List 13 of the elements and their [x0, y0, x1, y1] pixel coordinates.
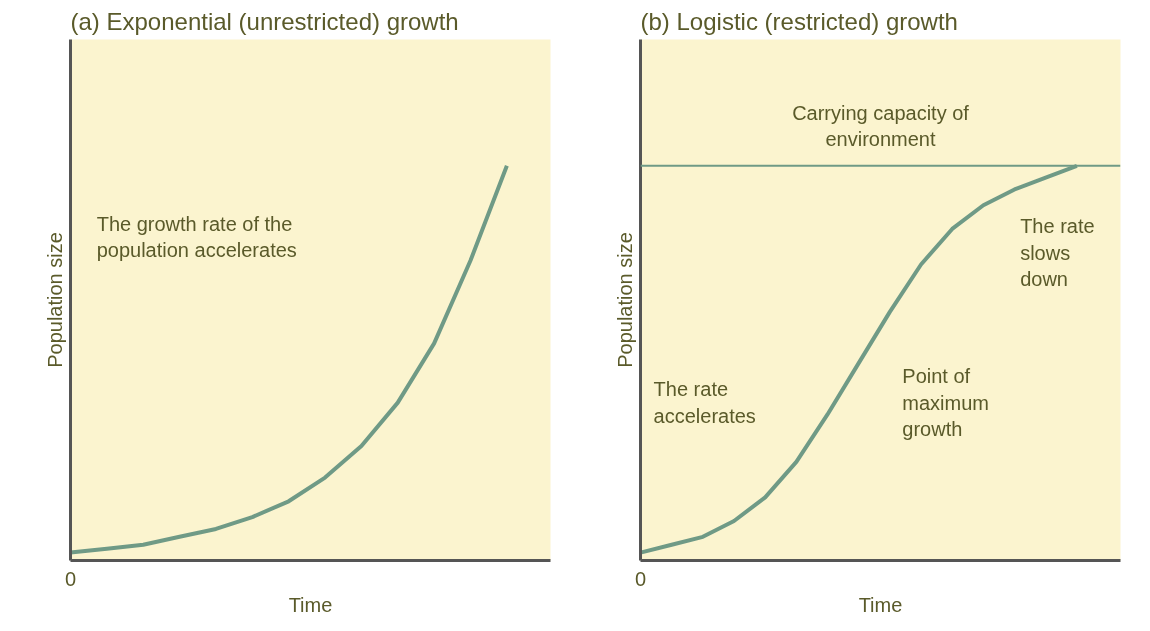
ref-line-label: Carrying capacity of environment: [792, 101, 970, 151]
annotation: The rate accelerates: [653, 378, 756, 427]
annotation: The rate slows down: [1020, 215, 1095, 291]
text: 0: [64, 567, 77, 590]
y-axis-title: Population size: [613, 232, 636, 368]
chart-title: (b) Logistic (restricted) growth: [640, 7, 958, 35]
annotation: The growth rate of the population accelerates: [96, 212, 297, 262]
annotation: Point of maximum growth: [902, 365, 989, 441]
x-axis-title: Time: [288, 593, 333, 616]
text: 0: [634, 567, 647, 590]
y-axis-title: Population size: [43, 232, 66, 368]
chart-title: (a) Exponential (unrestricted) growth: [70, 7, 459, 35]
x-axis-title: Time: [858, 593, 903, 616]
